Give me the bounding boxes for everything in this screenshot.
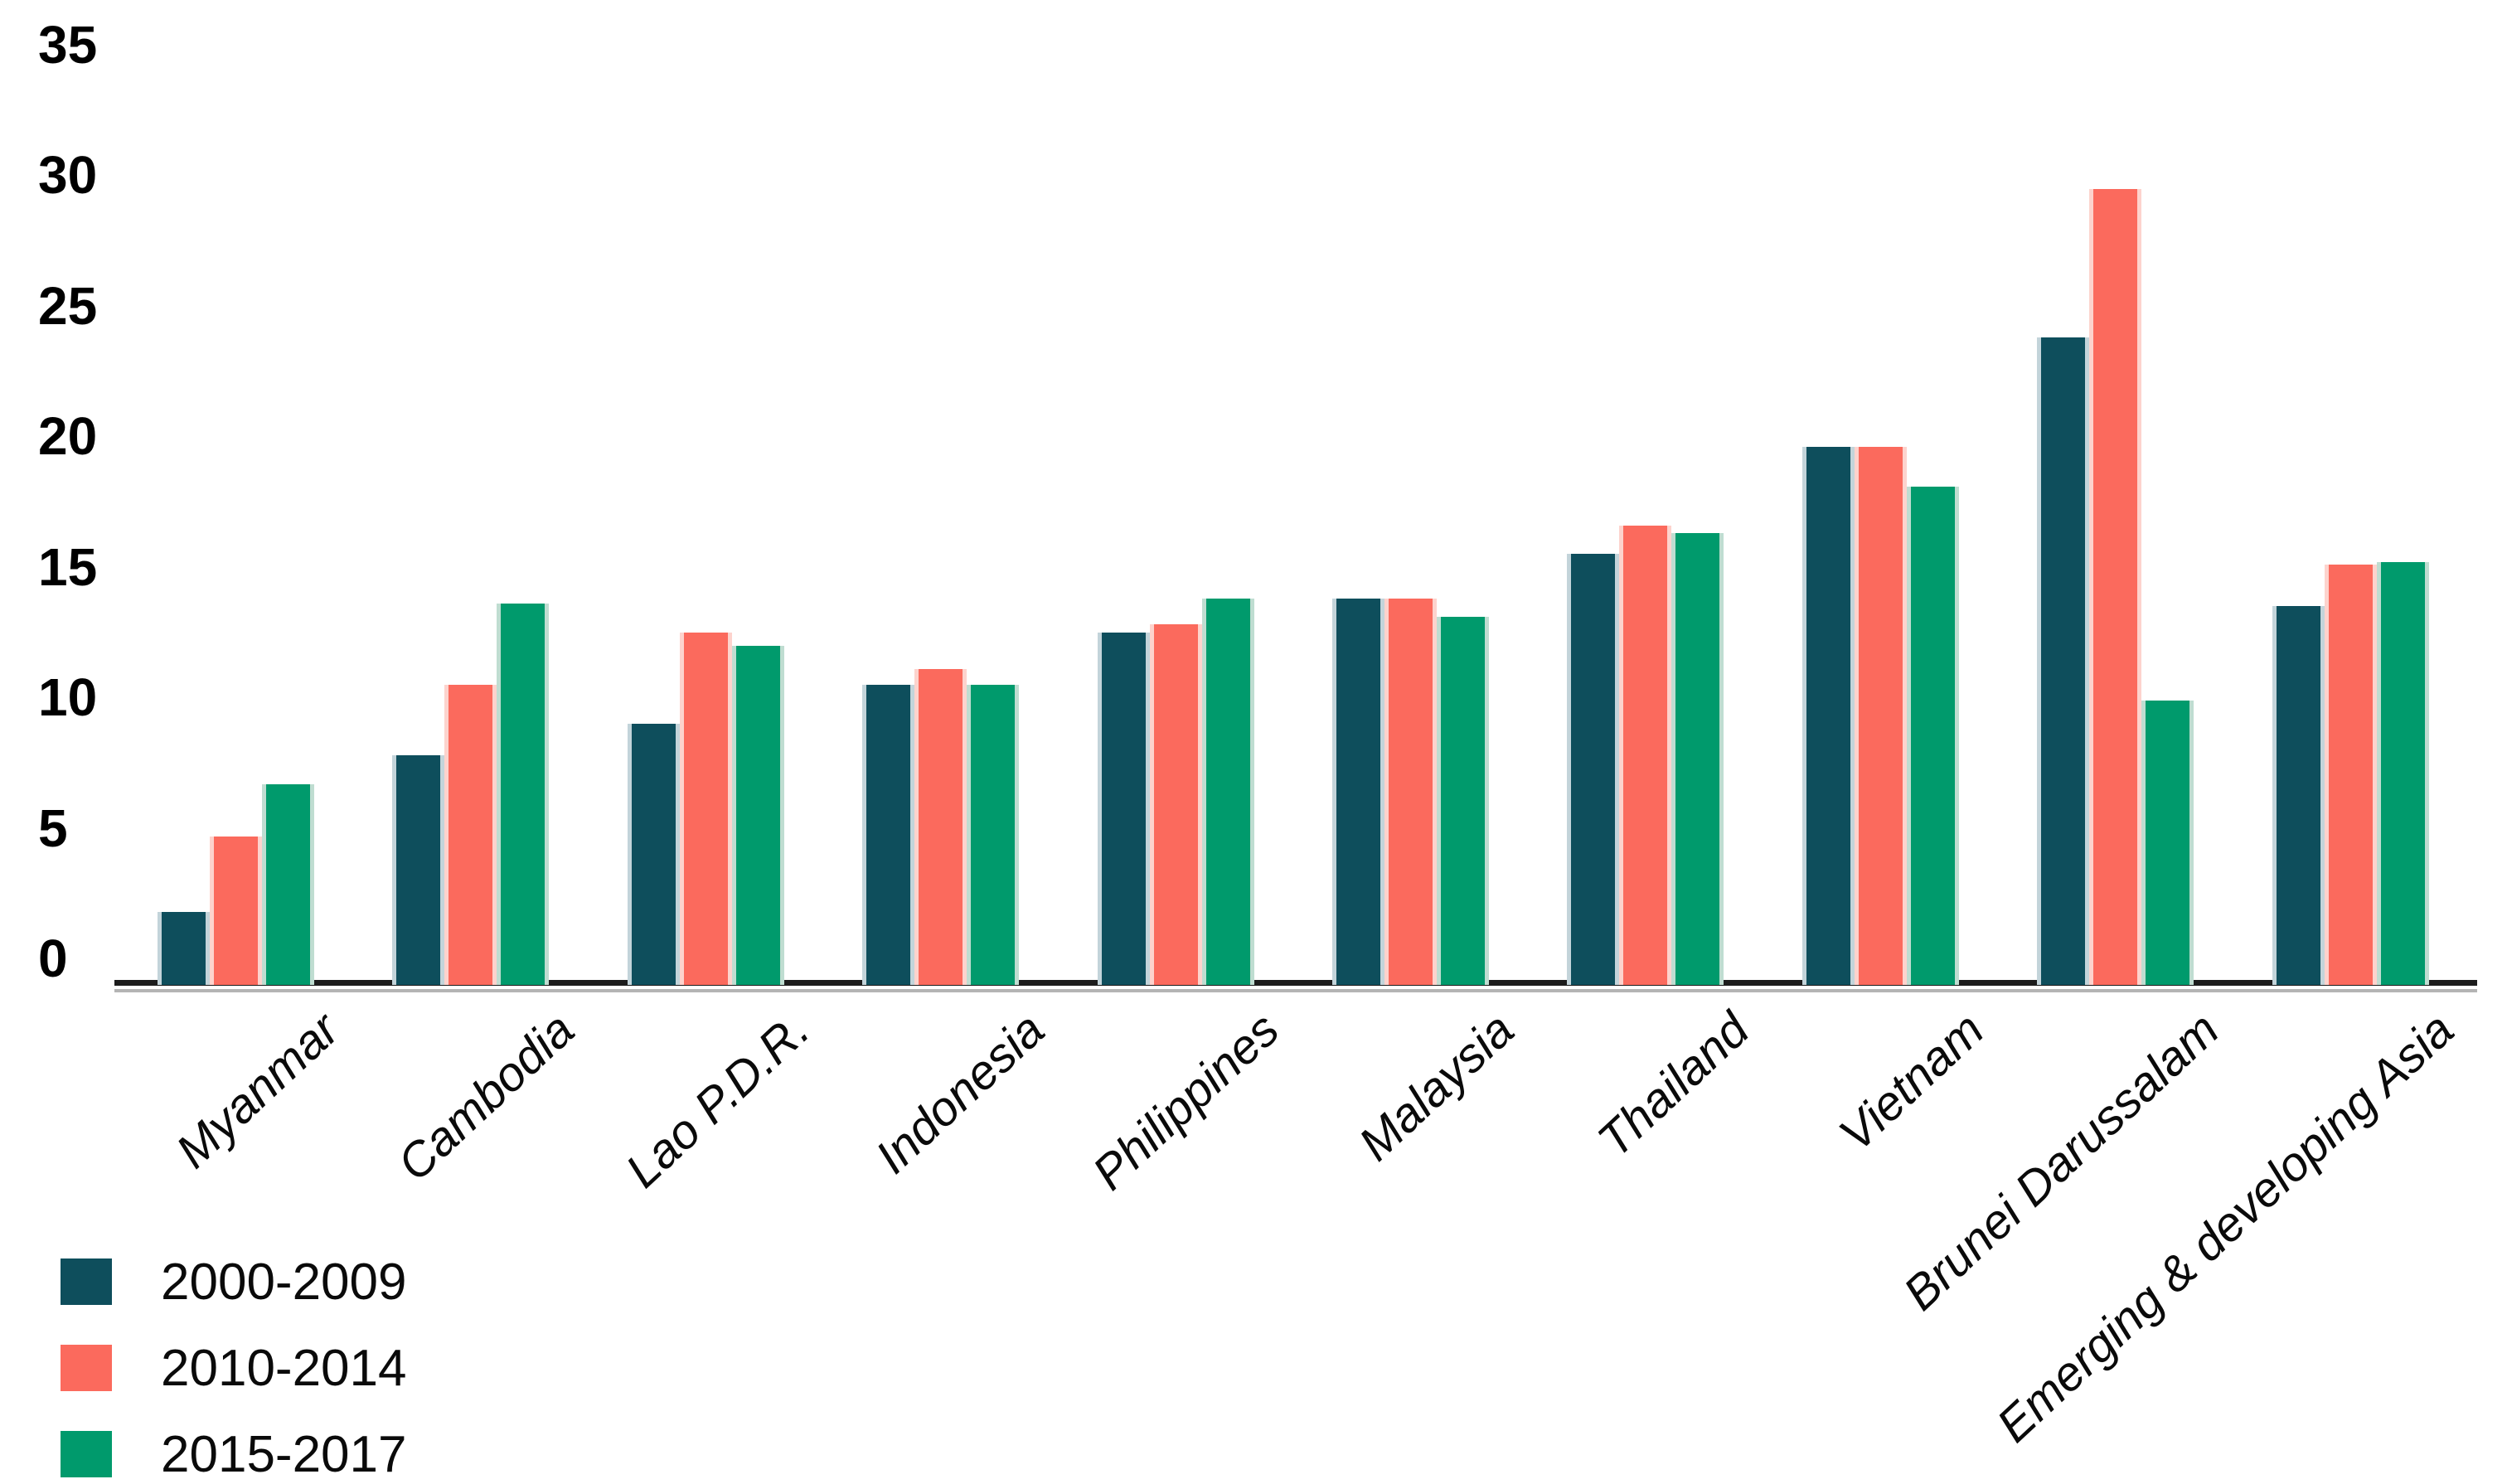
x-axis-label-indonesia: Indonesia — [865, 1002, 1055, 1185]
x-axis-label-emerging-developing-asia: Emerging & developing Asia — [1986, 1002, 2465, 1453]
x-axis-line — [114, 980, 2477, 986]
bar-malaysia-2000-2009 — [1336, 598, 1380, 985]
y-axis-tick-30: 30 — [38, 145, 98, 206]
bar-philippines-2015-2017 — [1205, 598, 1250, 985]
legend-label: 2010-2014 — [161, 1340, 407, 1397]
legend-swatch-2010-2014 — [61, 1345, 112, 1391]
y-axis-tick-0: 0 — [38, 929, 68, 988]
x-axis-label-vietnam: Vietnam — [1829, 1002, 1995, 1162]
bar-indonesia-2000-2009 — [866, 684, 911, 985]
legend-swatch-2015-2017 — [61, 1431, 112, 1477]
y-axis-tick-10: 10 — [38, 667, 98, 728]
bar-myanmar-2000-2009 — [162, 911, 206, 985]
legend-swatch-2000-2009 — [61, 1258, 112, 1305]
bar-vietnam-2000-2009 — [1806, 447, 1850, 985]
bar-lao-p-d-r--2000-2009 — [631, 724, 676, 985]
x-axis-label-thailand: Thailand — [1587, 1002, 1760, 1168]
x-axis-label-malaysia: Malaysia — [1348, 1002, 1525, 1171]
x-axis-shadow-line — [114, 989, 2477, 992]
bar-vietnam-2010-2014 — [1858, 447, 1903, 985]
x-axis-label-philippines: Philippines — [1082, 1002, 1290, 1200]
x-axis-label-myanmar: Myanmar — [166, 1002, 350, 1179]
bar-cambodia-2010-2014 — [449, 684, 493, 985]
bar-vietnam-2015-2017 — [1910, 486, 1955, 985]
bar-cambodia-2015-2017 — [501, 604, 546, 985]
bar-thailand-2015-2017 — [1675, 533, 1720, 985]
y-axis-tick-35: 35 — [38, 14, 98, 75]
bar-myanmar-2015-2017 — [266, 783, 310, 985]
bar-thailand-2010-2014 — [1623, 525, 1668, 985]
bar-philippines-2010-2014 — [1153, 624, 1198, 985]
bar-indonesia-2010-2014 — [919, 668, 963, 985]
legend-label: 2015-2017 — [161, 1426, 407, 1483]
bar-emerging-developing-asia-2010-2014 — [2328, 565, 2373, 985]
bar-cambodia-2000-2009 — [396, 754, 441, 985]
bar-malaysia-2015-2017 — [1441, 616, 1485, 985]
y-axis-tick-15: 15 — [38, 536, 98, 597]
bar-emerging-developing-asia-2015-2017 — [2380, 561, 2425, 985]
bar-brunei-darussalam-2015-2017 — [2146, 700, 2190, 985]
bar-lao-p-d-r--2010-2014 — [683, 632, 728, 985]
bar-brunei-darussalam-2010-2014 — [2093, 188, 2138, 985]
bar-philippines-2000-2009 — [1101, 632, 1146, 985]
y-axis-tick-5: 5 — [38, 798, 68, 858]
bar-thailand-2000-2009 — [1571, 554, 1616, 985]
bar-brunei-darussalam-2000-2009 — [2041, 337, 2086, 985]
bar-emerging-developing-asia-2000-2009 — [2276, 606, 2320, 985]
x-axis-label-cambodia: Cambodia — [387, 1002, 585, 1191]
legend-label: 2000-2009 — [161, 1254, 407, 1311]
bar-malaysia-2010-2014 — [1389, 598, 1433, 985]
bar-lao-p-d-r--2015-2017 — [735, 645, 780, 985]
y-axis-tick-25: 25 — [38, 275, 98, 336]
y-axis-tick-20: 20 — [38, 406, 98, 467]
bar-myanmar-2010-2014 — [214, 836, 258, 985]
bar-indonesia-2015-2017 — [971, 684, 1016, 985]
x-axis-label-lao-p-d-r-: Lao P.D.R. — [615, 1002, 820, 1198]
